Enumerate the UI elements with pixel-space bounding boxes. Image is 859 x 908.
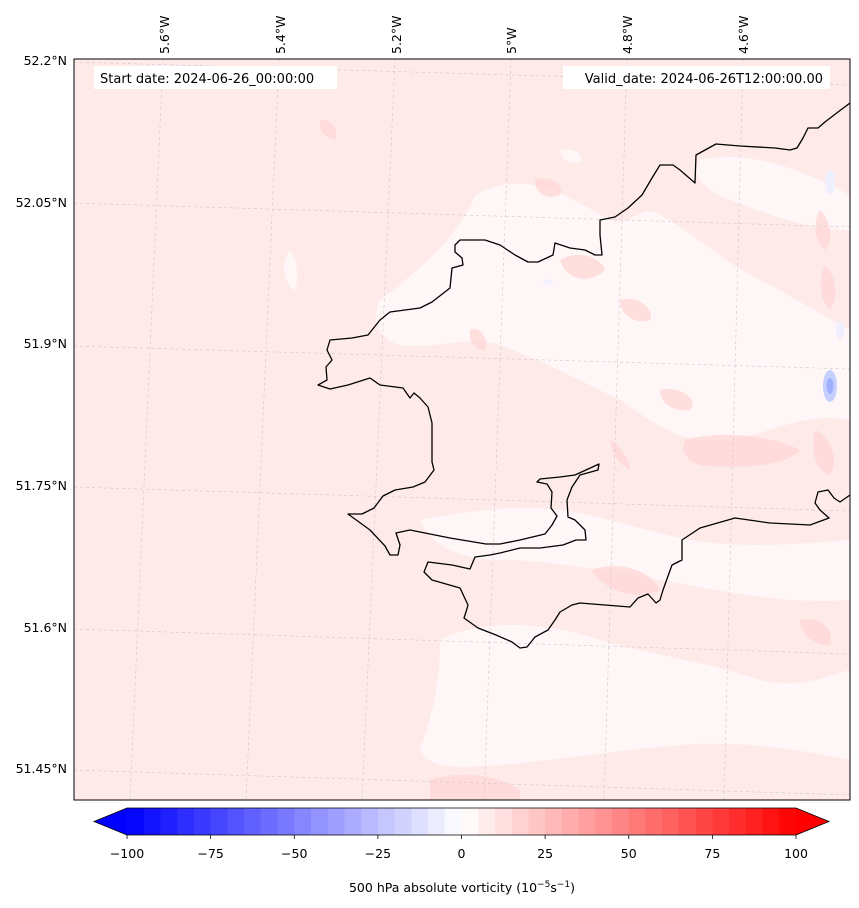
colorbar: −100 −75 −50 −25 0 25 50 75 100 500 hPa absolute… <box>92 807 831 895</box>
colorbar-cell <box>561 808 579 835</box>
colorbar-cell <box>244 808 262 835</box>
colorbar-cell <box>628 808 646 835</box>
colorbar-cell <box>227 808 245 835</box>
colorbar-tick-label: 75 <box>704 846 720 861</box>
colorbar-cell <box>494 808 513 835</box>
colorbar-tick-label: −25 <box>365 846 391 861</box>
lon-label-5w: 5°W <box>504 27 519 54</box>
colorbar-cell <box>327 808 345 835</box>
colorbar-cell <box>595 808 613 835</box>
longitude-labels: 5.6°W 5.4°W 5.2°W 5°W 4.8°W 4.6°W <box>157 16 751 55</box>
colorbar-cell <box>528 808 546 835</box>
vorticity-blue-spots <box>543 170 844 402</box>
colorbar-title-exp1: −5 <box>537 880 550 890</box>
lon-label-5-2w: 5.2°W <box>389 16 404 55</box>
colorbar-title: 500 hPa absolute vorticity (10−5s−1) <box>349 880 575 895</box>
colorbar-cell <box>160 808 178 835</box>
colorbar-cell <box>177 808 195 835</box>
vorticity-pink-patches <box>319 119 836 800</box>
colorbar-tick-label: 25 <box>537 846 553 861</box>
colorbar-cell <box>411 808 429 835</box>
lat-label-52-2n: 52.2°N <box>24 53 67 68</box>
colorbar-cell <box>762 808 780 835</box>
lon-label-5-4w: 5.4°W <box>273 16 288 55</box>
lat-label-51-75n: 51.75°N <box>16 478 67 493</box>
gridlines <box>74 59 850 800</box>
colorbar-tick-label: 50 <box>621 846 637 861</box>
colorbar-cell <box>645 808 663 835</box>
colorbar-cell <box>377 808 396 835</box>
coastline <box>317 102 850 649</box>
coastline-main <box>317 102 850 649</box>
colorbar-cell <box>394 808 412 835</box>
colorbar-cell <box>310 808 329 835</box>
map-frame <box>73 58 851 801</box>
lon-label-4-6w: 4.6°W <box>736 16 751 55</box>
colorbar-cell <box>143 808 161 835</box>
colorbar-cell <box>712 808 730 835</box>
colorbar-tick-label: −50 <box>281 846 307 861</box>
colorbar-cell <box>678 808 697 835</box>
colorbar-cell <box>745 808 763 835</box>
colorbar-cell <box>210 808 228 835</box>
colorbar-cell <box>779 808 797 835</box>
colorbar-cell <box>260 808 278 835</box>
lat-label-51-6n: 51.6°N <box>24 620 67 635</box>
lon-label-4-8w: 4.8°W <box>620 16 635 55</box>
colorbar-cells <box>127 808 797 835</box>
latitude-labels: 52.2°N 52.05°N 51.9°N 51.75°N 51.6°N 51.… <box>16 53 67 776</box>
colorbar-tick-label: −75 <box>197 846 223 861</box>
colorbar-cell <box>344 808 362 835</box>
colorbar-tick-label: 100 <box>784 846 808 861</box>
map-panel: Start date: 2024-06-26_00:00:00 Valid_da… <box>74 59 850 800</box>
colorbar-cell <box>612 808 630 835</box>
lat-label-52-05n: 52.05°N <box>16 195 67 210</box>
colorbar-cell <box>193 808 212 835</box>
colorbar-cell <box>294 808 312 835</box>
colorbar-cell <box>127 808 145 835</box>
colorbar-cell <box>428 808 446 835</box>
lon-label-5-6w: 5.6°W <box>157 16 172 55</box>
colorbar-cell <box>662 808 680 835</box>
colorbar-extend-low <box>94 808 127 835</box>
colorbar-ticks: −100 −75 −50 −25 0 25 50 75 100 <box>110 835 808 861</box>
colorbar-cell <box>444 808 462 835</box>
lat-label-51-9n: 51.9°N <box>24 336 67 351</box>
colorbar-cell <box>729 808 747 835</box>
valid-date-label: Valid_date: 2024-06-26T12:00:00.00 <box>585 72 823 87</box>
colorbar-tick-label: −100 <box>110 846 144 861</box>
valid-date-box <box>563 66 830 89</box>
colorbar-cell <box>361 808 379 835</box>
colorbar-cell <box>695 808 713 835</box>
colorbar-extend-high <box>796 808 829 835</box>
colorbar-cell <box>545 808 563 835</box>
colorbar-cell <box>578 808 596 835</box>
colorbar-cell <box>511 808 529 835</box>
start-date-box <box>94 66 337 89</box>
colorbar-cell <box>277 808 295 835</box>
vorticity-light-patches <box>284 149 850 767</box>
start-date-label: Start date: 2024-06-26_00:00:00 <box>100 72 314 87</box>
colorbar-cell <box>478 808 496 835</box>
colorbar-cell <box>461 808 479 835</box>
colorbar-title-exp2: −1 <box>557 880 570 890</box>
lat-label-51-45n: 51.45°N <box>16 761 67 776</box>
colorbar-tick-label: 0 <box>458 846 466 861</box>
